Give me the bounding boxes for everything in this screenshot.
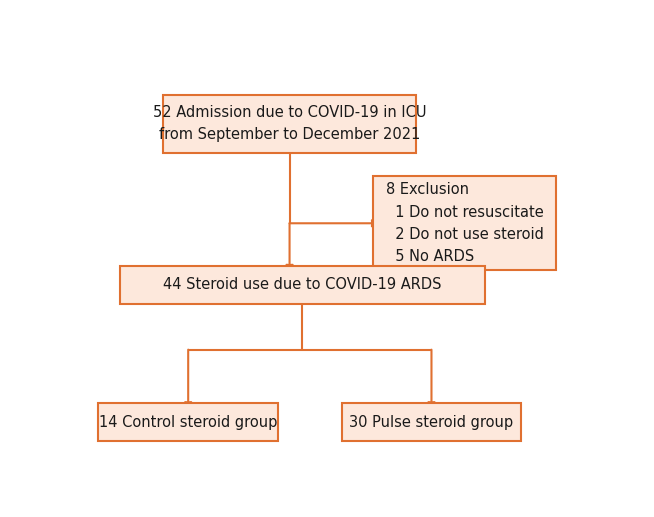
FancyBboxPatch shape [341,403,521,441]
FancyBboxPatch shape [98,403,278,441]
FancyBboxPatch shape [120,266,485,304]
Text: 30 Pulse steroid group: 30 Pulse steroid group [349,415,513,430]
Text: 44 Steroid use due to COVID-19 ARDS: 44 Steroid use due to COVID-19 ARDS [163,278,441,293]
Text: 52 Admission due to COVID-19 in ICU
from September to December 2021: 52 Admission due to COVID-19 in ICU from… [153,105,426,142]
FancyBboxPatch shape [373,176,556,270]
Text: 8 Exclusion
  1 Do not resuscitate
  2 Do not use steroid
  5 No ARDS: 8 Exclusion 1 Do not resuscitate 2 Do no… [386,183,543,264]
Text: 14 Control steroid group: 14 Control steroid group [99,415,277,430]
FancyBboxPatch shape [163,95,416,153]
